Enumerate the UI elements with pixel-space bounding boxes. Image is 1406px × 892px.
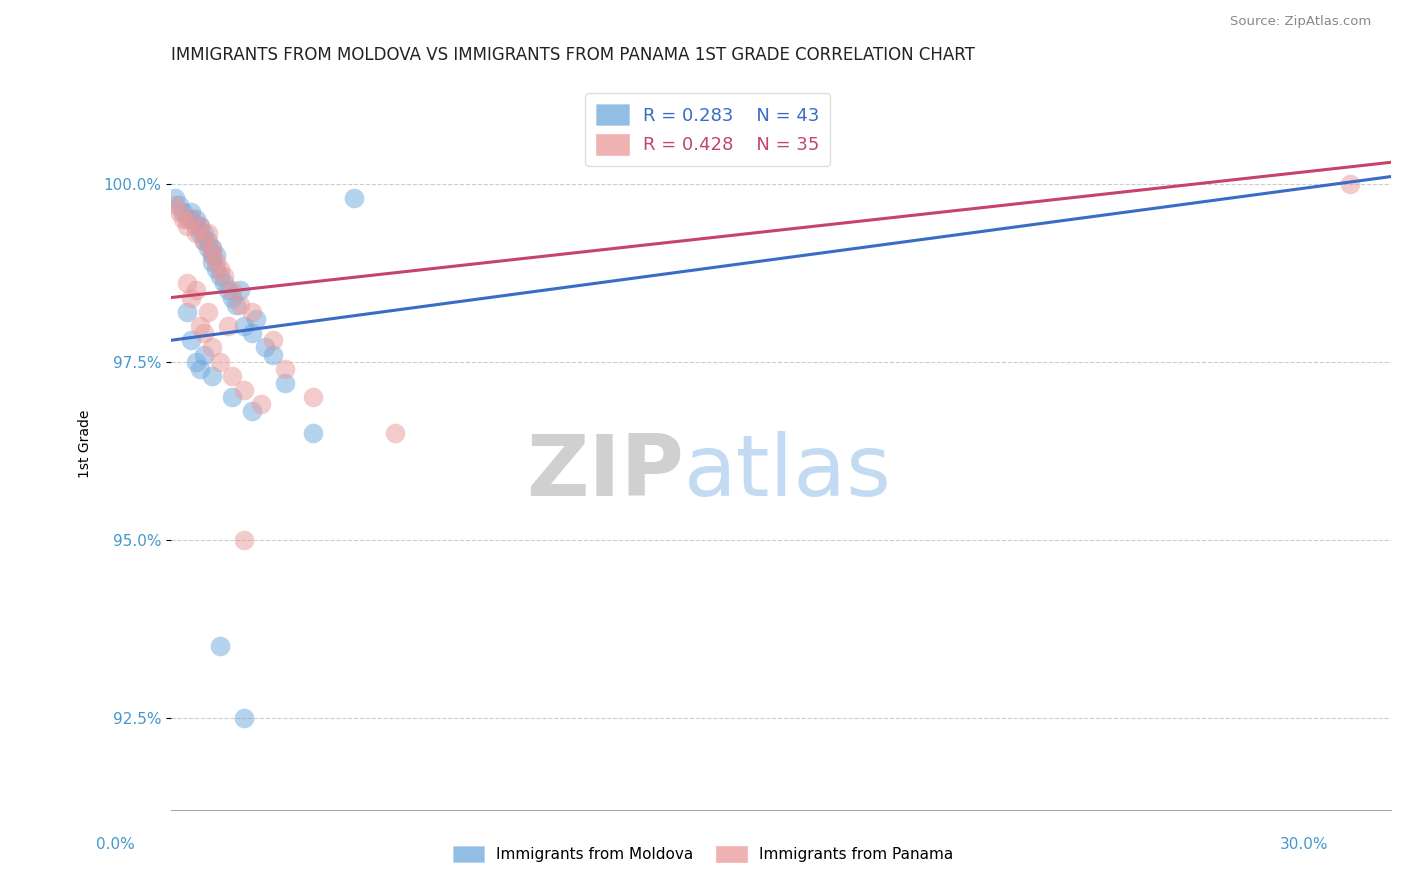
Y-axis label: 1st Grade: 1st Grade — [79, 409, 93, 478]
Point — [188, 227, 211, 241]
Legend: Immigrants from Moldova, Immigrants from Panama: Immigrants from Moldova, Immigrants from… — [447, 840, 959, 868]
Text: Source: ZipAtlas.com: Source: ZipAtlas.com — [1230, 15, 1371, 28]
Point — [302, 425, 325, 440]
Point — [201, 248, 224, 262]
Point — [193, 234, 215, 248]
Point — [242, 404, 264, 418]
Point — [180, 333, 202, 347]
Point — [184, 212, 207, 227]
Point — [180, 205, 202, 219]
Point — [188, 319, 211, 334]
Point — [184, 284, 207, 298]
Point — [201, 368, 224, 383]
Point — [176, 212, 198, 227]
Point — [165, 191, 187, 205]
Point — [208, 640, 231, 654]
Point — [167, 205, 190, 219]
Point — [193, 227, 215, 241]
Point — [176, 305, 198, 319]
Point — [197, 227, 219, 241]
Point — [197, 241, 219, 255]
Point — [221, 390, 243, 404]
Point — [176, 219, 198, 234]
Point — [217, 319, 239, 334]
Point — [197, 234, 219, 248]
Text: 30.0%: 30.0% — [1281, 838, 1329, 852]
Point — [188, 361, 211, 376]
Text: IMMIGRANTS FROM MOLDOVA VS IMMIGRANTS FROM PANAMA 1ST GRADE CORRELATION CHART: IMMIGRANTS FROM MOLDOVA VS IMMIGRANTS FR… — [172, 46, 974, 64]
Text: 0.0%: 0.0% — [96, 838, 135, 852]
Point — [193, 347, 215, 361]
Point — [274, 361, 297, 376]
Text: atlas: atlas — [683, 432, 891, 515]
Point — [242, 326, 264, 340]
Point — [208, 262, 231, 277]
Point — [201, 340, 224, 354]
Point — [253, 340, 276, 354]
Point — [201, 241, 224, 255]
Point — [229, 298, 252, 312]
Point — [262, 347, 284, 361]
Point — [221, 284, 243, 298]
Point — [384, 425, 406, 440]
Point — [229, 284, 252, 298]
Point — [343, 191, 366, 205]
Point — [208, 354, 231, 368]
Point — [188, 219, 211, 234]
Point — [193, 326, 215, 340]
Legend: R = 0.283    N = 43, R = 0.428    N = 35: R = 0.283 N = 43, R = 0.428 N = 35 — [585, 94, 831, 166]
Point — [233, 383, 256, 397]
Point — [245, 312, 267, 326]
Point — [205, 262, 228, 277]
Point — [212, 277, 235, 291]
Point — [221, 368, 243, 383]
Point — [205, 255, 228, 269]
Point — [176, 277, 198, 291]
Point — [193, 234, 215, 248]
Point — [184, 227, 207, 241]
Point — [201, 255, 224, 269]
Point — [172, 205, 194, 219]
Point — [197, 305, 219, 319]
Point — [233, 533, 256, 547]
Text: ZIP: ZIP — [526, 432, 683, 515]
Point — [188, 219, 211, 234]
Point — [217, 284, 239, 298]
Point — [212, 269, 235, 284]
Point — [262, 333, 284, 347]
Point — [233, 710, 256, 724]
Point — [242, 305, 264, 319]
Point — [180, 291, 202, 305]
Point — [225, 298, 247, 312]
Point — [180, 212, 202, 227]
Point — [1339, 177, 1361, 191]
Point — [172, 212, 194, 227]
Point — [167, 198, 190, 212]
Point — [201, 248, 224, 262]
Point — [184, 354, 207, 368]
Point — [249, 397, 271, 411]
Point — [180, 212, 202, 227]
Point — [201, 241, 224, 255]
Point — [233, 319, 256, 334]
Point — [165, 198, 187, 212]
Point — [184, 219, 207, 234]
Point — [208, 269, 231, 284]
Point — [205, 248, 228, 262]
Point — [302, 390, 325, 404]
Point — [274, 376, 297, 390]
Point — [221, 291, 243, 305]
